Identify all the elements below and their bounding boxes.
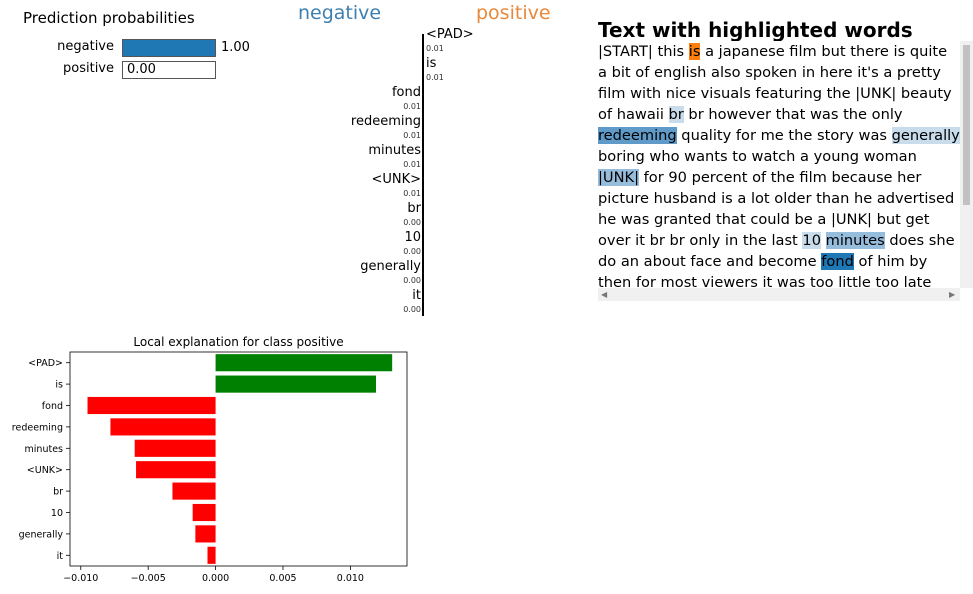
y-tick-label: 10 — [51, 508, 63, 519]
bar — [134, 439, 216, 457]
feature-value: 0.01 — [426, 44, 444, 53]
text-segment: |START| this — [598, 43, 689, 60]
feature-value: 0.01 — [426, 73, 444, 82]
prob-bar-negative — [122, 39, 216, 57]
feature-value: 0.01 — [403, 160, 421, 169]
feature-name: fond — [391, 85, 421, 100]
feature-value: 0.00 — [403, 305, 421, 314]
feature-name: <UNK> — [371, 172, 421, 187]
local-explanation-chart: Local explanation for class positive <PAD… — [12, 335, 408, 584]
highlighted-word: minutes — [825, 232, 885, 249]
highlighted-text: |START| this is a japanese film but ther… — [598, 41, 960, 288]
feature-value: 0.00 — [403, 276, 421, 285]
text-panel-title: Text with highlighted words — [598, 18, 913, 42]
feature-name: 10 — [404, 230, 421, 245]
prob-value-negative: 1.00 — [221, 40, 250, 55]
feature-name: minutes — [368, 143, 421, 158]
highlighted-word: is — [688, 43, 701, 60]
class-header-positive: positive — [476, 2, 551, 24]
y-tick-label: fond — [42, 401, 63, 412]
bar — [192, 503, 216, 522]
class-header-negative: negative — [298, 2, 382, 24]
prob-label-negative: negative — [57, 39, 114, 54]
prob-label-positive: positive — [63, 61, 114, 76]
prediction-probabilities-title: Prediction probabilities — [23, 9, 195, 27]
text-segment: boring who wants to watch a young woman — [598, 148, 917, 165]
prob-bar-positive — [122, 61, 216, 79]
bar — [215, 354, 393, 372]
feature-value: 0.01 — [403, 131, 421, 140]
y-tick-label: it — [57, 551, 64, 562]
highlighted-word: redeeming — [598, 127, 677, 144]
feature-value: 0.00 — [403, 247, 421, 256]
text-segment: a japanese film but there is quite a bit… — [598, 43, 952, 123]
bar — [136, 461, 216, 479]
highlighted-word: fond — [821, 253, 854, 270]
y-tick-label: <PAD> — [28, 358, 63, 369]
y-tick-label: br — [53, 487, 63, 498]
text-panel: |START| this is a japanese film but ther… — [598, 41, 973, 303]
y-tick-label: generally — [19, 529, 64, 540]
text-segment: quality for me the story was — [676, 127, 892, 144]
bar — [207, 546, 216, 564]
chart-title: Local explanation for class positive — [133, 335, 343, 349]
highlighted-word: 10 — [802, 232, 821, 249]
feature-axis-line — [422, 34, 424, 316]
text-segment — [821, 232, 826, 249]
horizontal-scrollbar[interactable]: ◀ ▶ — [598, 288, 960, 301]
x-tick-label: 0.010 — [337, 573, 364, 584]
feature-name: is — [426, 56, 437, 71]
x-tick-label: 0.000 — [202, 573, 229, 584]
feature-name: <PAD> — [426, 27, 474, 42]
highlighted-word: |UNK| — [598, 169, 640, 186]
feature-value: 0.00 — [403, 218, 421, 227]
feature-name: redeeming — [350, 114, 421, 129]
text-segment: for 90 percent of the film because her p… — [598, 169, 955, 249]
vertical-scroll-thumb[interactable] — [963, 45, 970, 205]
prob-value-positive: 0.00 — [127, 62, 156, 77]
text-segment: br however that was the only — [683, 106, 903, 123]
bar — [87, 396, 216, 415]
x-tick-label: −0.010 — [63, 573, 98, 584]
text-segment: of him by then for most viewers it was t… — [598, 253, 932, 288]
bar — [215, 375, 376, 393]
y-tick-label: minutes — [25, 444, 64, 455]
x-tick-label: 0.005 — [269, 573, 296, 584]
text-segment: does she do an about face and become — [598, 232, 955, 270]
prob-fill-negative — [123, 40, 215, 56]
feature-value: 0.01 — [403, 102, 421, 111]
bar — [172, 482, 216, 500]
highlighted-word: generally — [891, 127, 960, 144]
bar — [195, 525, 216, 543]
feature-value: 0.01 — [403, 189, 421, 198]
feature-name: generally — [360, 259, 421, 274]
x-tick-label: −0.005 — [131, 573, 166, 584]
scroll-right-icon[interactable]: ▶ — [949, 290, 956, 299]
scroll-left-icon[interactable]: ◀ — [601, 290, 608, 299]
highlighted-word: br — [668, 106, 684, 123]
bar — [110, 418, 216, 436]
y-tick-label: <UNK> — [27, 465, 63, 476]
feature-name: it — [412, 288, 421, 303]
y-tick-label: redeeming — [12, 422, 63, 433]
feature-name: br — [407, 201, 421, 216]
y-tick-label: is — [55, 380, 63, 391]
plot-frame — [69, 351, 408, 567]
vertical-scrollbar[interactable] — [960, 41, 973, 288]
